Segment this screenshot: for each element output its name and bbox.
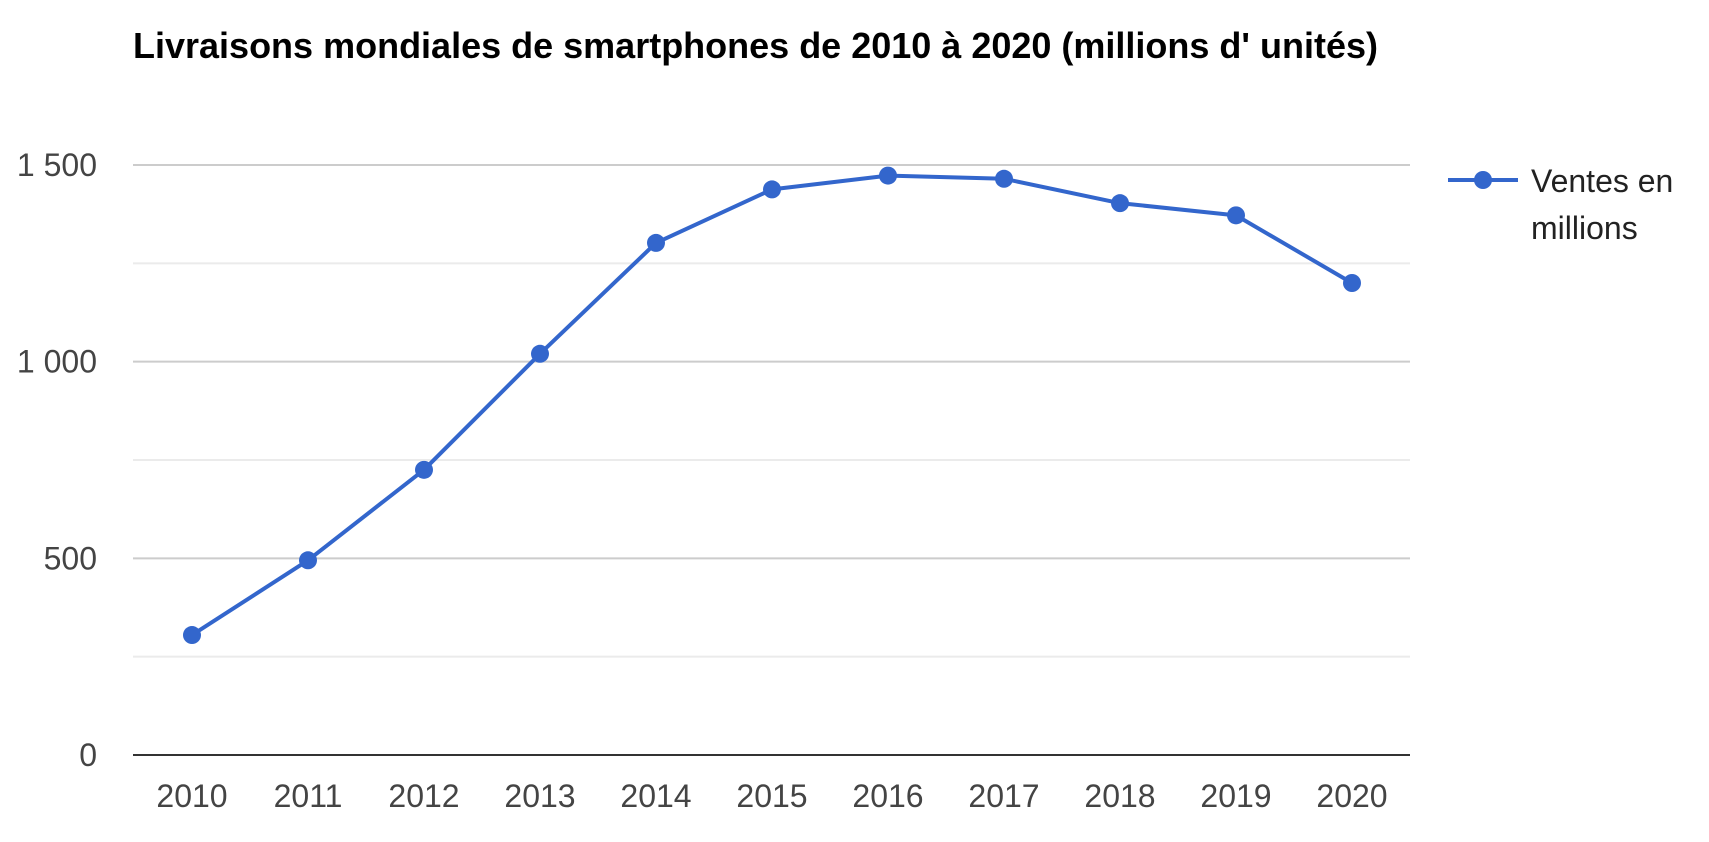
y-tick-label: 0 — [79, 737, 97, 773]
legend-label: Ventes en — [1531, 163, 1673, 199]
x-tick-label: 2011 — [274, 778, 343, 814]
series-layer — [183, 166, 1361, 645]
data-point[interactable] — [1111, 194, 1129, 213]
x-axis-tick-labels: 2010 2011 2012 2013 2014 2015 2016 2017 2018 2019… — [156, 778, 1387, 814]
chart-title: Livraisons mondiales de smartphones de 2… — [133, 25, 1378, 66]
y-axis-tick-labels: 0 500 1 000 1 500 — [17, 147, 97, 773]
data-point[interactable] — [531, 344, 549, 363]
x-tick-label: 2010 — [156, 778, 227, 814]
data-point[interactable] — [995, 169, 1013, 188]
data-point[interactable] — [415, 460, 433, 479]
legend-label: millions — [1531, 210, 1638, 246]
x-tick-label: 2016 — [852, 778, 923, 814]
y-tick-label: 500 — [44, 540, 97, 576]
x-tick-label: 2019 — [1200, 778, 1271, 814]
data-point[interactable] — [299, 551, 317, 570]
x-tick-label: 2013 — [504, 778, 575, 814]
x-tick-label: 2020 — [1316, 778, 1387, 814]
x-tick-label: 2015 — [736, 778, 807, 814]
x-tick-label: 2014 — [620, 778, 691, 814]
x-tick-label: 2018 — [1084, 778, 1155, 814]
legend[interactable]: Ventes en millions — [1448, 163, 1673, 246]
y-tick-label: 1 500 — [17, 147, 97, 183]
series-line — [190, 173, 1354, 638]
data-point[interactable] — [1227, 206, 1245, 225]
grid-lines — [133, 164, 1410, 756]
data-point[interactable] — [879, 166, 897, 185]
data-point[interactable] — [763, 180, 781, 199]
data-point[interactable] — [1343, 274, 1361, 292]
data-point[interactable] — [183, 626, 201, 645]
x-tick-label: 2012 — [388, 778, 459, 814]
legend-point-marker — [1474, 171, 1492, 189]
y-tick-label: 1 000 — [17, 344, 97, 380]
data-point[interactable] — [647, 233, 665, 252]
x-tick-label: 2017 — [968, 778, 1039, 814]
